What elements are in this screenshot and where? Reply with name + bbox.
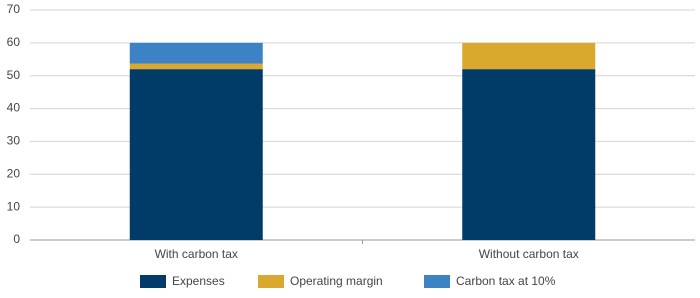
legend-swatch	[140, 275, 166, 288]
bar-segment	[129, 42, 263, 64]
y-tick-label: 50	[7, 68, 21, 82]
x-tick-label: Without carbon tax	[479, 247, 579, 261]
y-tick-label: 40	[7, 101, 21, 115]
legend-swatch	[258, 275, 284, 288]
legend-label: Operating margin	[290, 274, 383, 288]
bar-segment	[462, 42, 596, 70]
y-tick-label: 20	[7, 166, 21, 180]
y-tick-label: 30	[7, 134, 21, 148]
legend-label: Expenses	[172, 274, 225, 288]
y-tick-label: 70	[7, 2, 21, 16]
y-tick-label: 60	[7, 35, 21, 49]
bar-segment	[129, 69, 263, 241]
bar-segment	[462, 69, 596, 241]
bar-segment	[129, 63, 263, 70]
legend-swatch	[424, 275, 450, 288]
y-tick-label: 0	[13, 232, 20, 246]
y-tick-label: 10	[7, 199, 21, 213]
legend-label: Carbon tax at 10%	[456, 274, 556, 288]
x-tick-label: With carbon tax	[155, 247, 238, 261]
